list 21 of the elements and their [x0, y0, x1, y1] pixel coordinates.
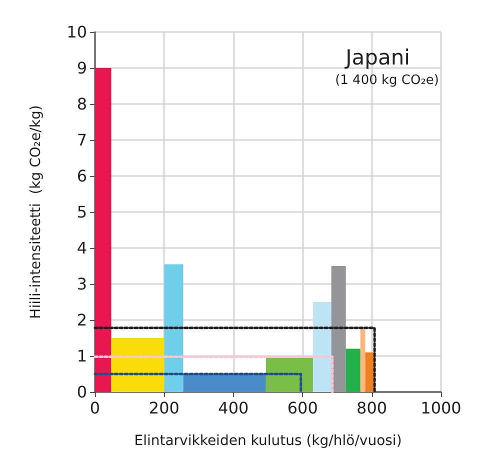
y-tick-label: 5 — [76, 202, 87, 222]
y-tick-label: 0 — [76, 382, 87, 402]
y-tick-label: 3 — [76, 274, 87, 294]
x-tick-label: 0 — [90, 398, 100, 418]
text: Japani — [344, 46, 410, 70]
y-tick-label: 2 — [76, 310, 87, 330]
y-tick-label: 8 — [76, 94, 87, 114]
y-tick-label: 4 — [76, 238, 87, 258]
x-tick-label: 1000 — [420, 398, 462, 418]
x-axis-title: Elintarvikkeiden kulutus (kg/hlö/vuosi) — [134, 433, 402, 449]
y-axis-title: Hiili-intensiteetti (kg CO₂e/kg) — [28, 105, 44, 319]
x-tick-label: 800 — [356, 398, 388, 418]
x-tick-label: 200 — [148, 398, 180, 418]
y-tick-label: 10 — [66, 22, 87, 42]
y-tick-label: 9 — [76, 58, 87, 78]
y-tick-label: 1 — [76, 346, 87, 366]
x-tick-label: 600 — [287, 398, 318, 418]
annotation: (1 400 kg CO₂e) — [335, 73, 440, 88]
y-tick-label: 7 — [76, 130, 87, 150]
y-tick-label: 6 — [76, 166, 87, 186]
x-tick-label: 400 — [218, 398, 249, 418]
